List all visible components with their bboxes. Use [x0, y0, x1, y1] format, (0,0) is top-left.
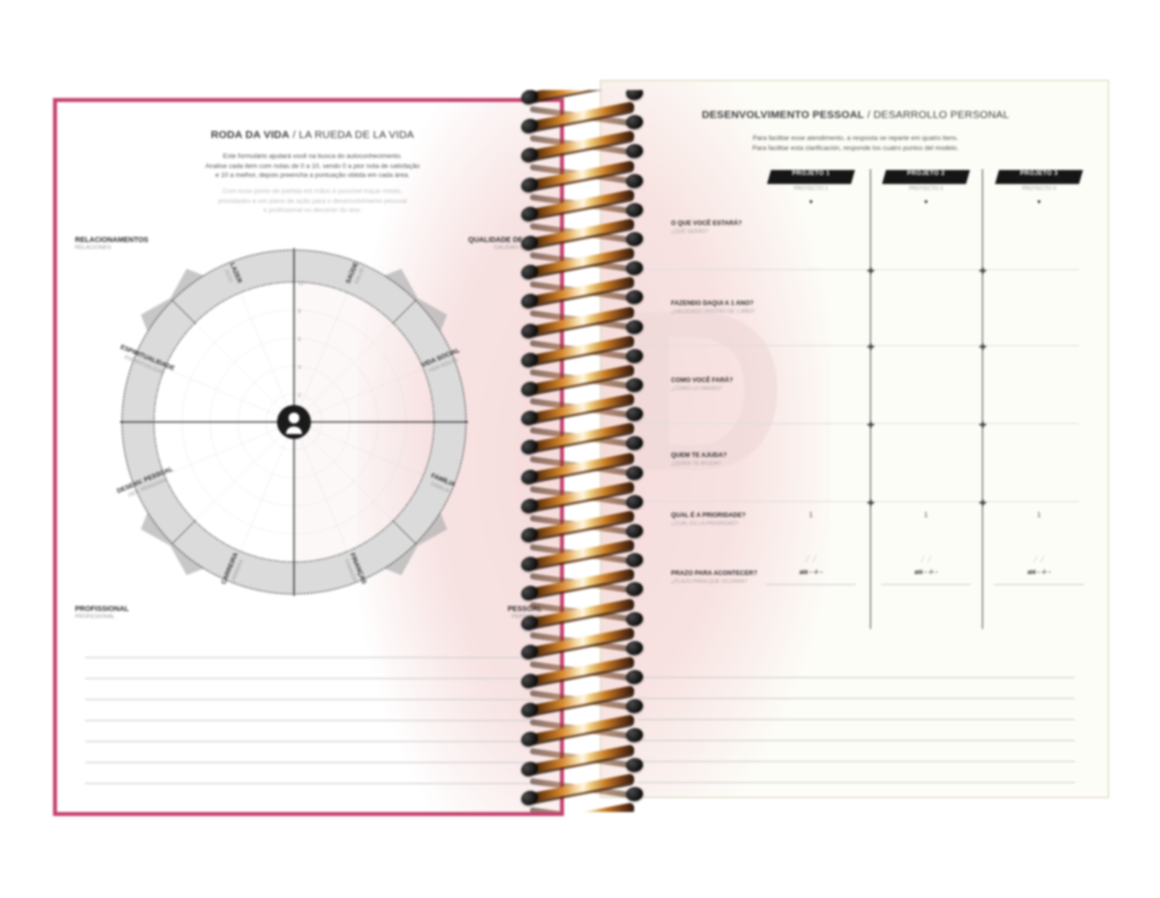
svg-text:4: 4 — [298, 365, 301, 371]
svg-text:6: 6 — [298, 337, 301, 343]
svg-text:2: 2 — [298, 393, 301, 399]
svg-text:10: 10 — [298, 281, 304, 287]
svg-text:8: 8 — [298, 309, 301, 315]
